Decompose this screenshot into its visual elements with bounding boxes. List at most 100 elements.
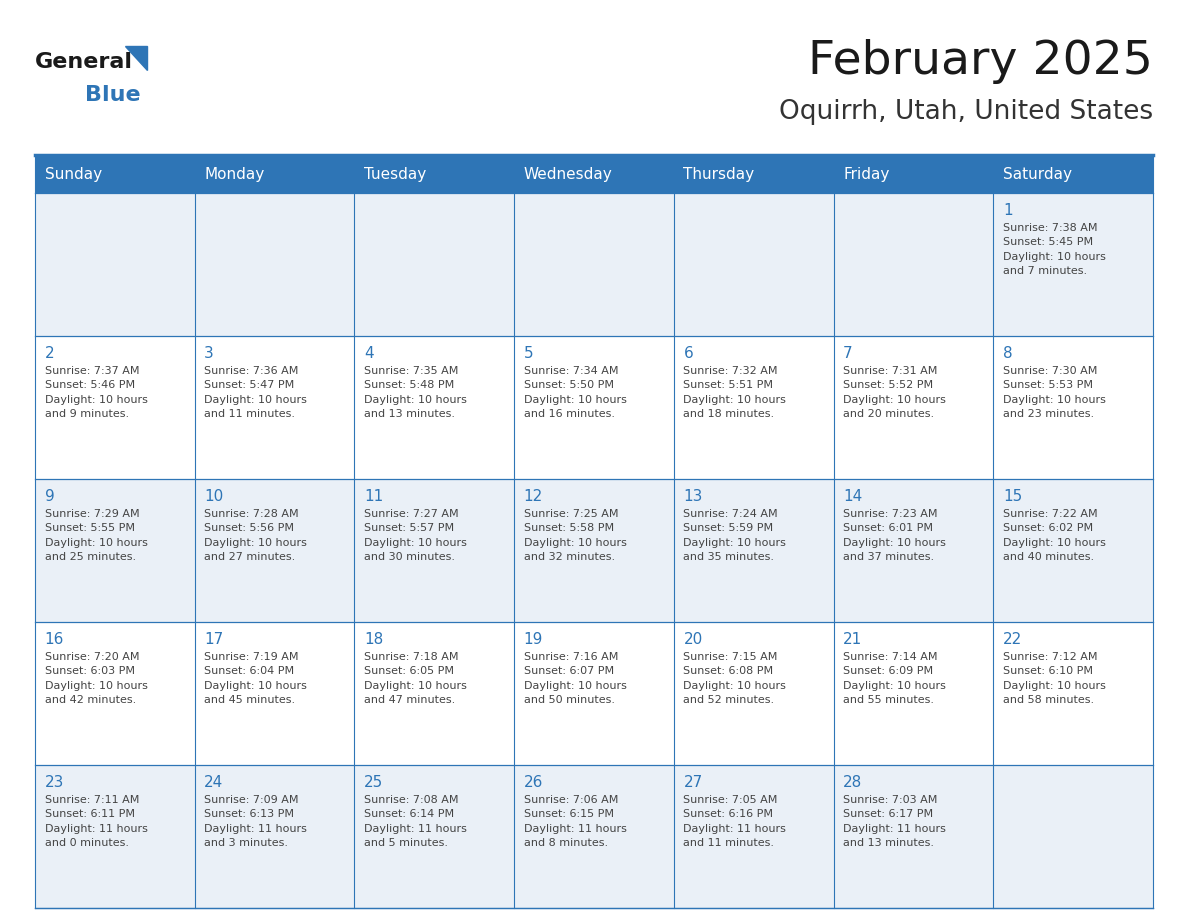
- Bar: [354, 155, 514, 193]
- Text: Sunrise: 7:31 AM
Sunset: 5:52 PM
Daylight: 10 hours
and 20 minutes.: Sunrise: 7:31 AM Sunset: 5:52 PM Dayligh…: [843, 366, 946, 420]
- Text: Sunrise: 7:11 AM
Sunset: 6:11 PM
Daylight: 11 hours
and 0 minutes.: Sunrise: 7:11 AM Sunset: 6:11 PM Dayligh…: [45, 795, 147, 848]
- Bar: [674, 155, 834, 193]
- Text: 10: 10: [204, 489, 223, 504]
- Text: Oquirrh, Utah, United States: Oquirrh, Utah, United States: [779, 99, 1154, 125]
- Text: Sunrise: 7:34 AM
Sunset: 5:50 PM
Daylight: 10 hours
and 16 minutes.: Sunrise: 7:34 AM Sunset: 5:50 PM Dayligh…: [524, 366, 626, 420]
- Text: 1: 1: [1003, 203, 1012, 218]
- Text: Sunrise: 7:14 AM
Sunset: 6:09 PM
Daylight: 10 hours
and 55 minutes.: Sunrise: 7:14 AM Sunset: 6:09 PM Dayligh…: [843, 652, 946, 705]
- Text: 24: 24: [204, 775, 223, 790]
- Text: 8: 8: [1003, 346, 1012, 361]
- Text: Sunrise: 7:22 AM
Sunset: 6:02 PM
Daylight: 10 hours
and 40 minutes.: Sunrise: 7:22 AM Sunset: 6:02 PM Dayligh…: [1003, 509, 1106, 562]
- Text: Sunrise: 7:38 AM
Sunset: 5:45 PM
Daylight: 10 hours
and 7 minutes.: Sunrise: 7:38 AM Sunset: 5:45 PM Dayligh…: [1003, 223, 1106, 276]
- Text: Sunrise: 7:03 AM
Sunset: 6:17 PM
Daylight: 11 hours
and 13 minutes.: Sunrise: 7:03 AM Sunset: 6:17 PM Dayligh…: [843, 795, 946, 848]
- Text: 18: 18: [364, 632, 384, 647]
- Bar: [195, 155, 354, 193]
- Text: Saturday: Saturday: [1003, 166, 1072, 182]
- Text: Sunrise: 7:05 AM
Sunset: 6:16 PM
Daylight: 11 hours
and 11 minutes.: Sunrise: 7:05 AM Sunset: 6:16 PM Dayligh…: [683, 795, 786, 848]
- Text: 17: 17: [204, 632, 223, 647]
- Text: 6: 6: [683, 346, 693, 361]
- Bar: [514, 622, 674, 765]
- Text: Sunrise: 7:36 AM
Sunset: 5:47 PM
Daylight: 10 hours
and 11 minutes.: Sunrise: 7:36 AM Sunset: 5:47 PM Dayligh…: [204, 366, 308, 420]
- Text: 14: 14: [843, 489, 862, 504]
- Bar: [514, 155, 674, 193]
- Bar: [993, 193, 1154, 336]
- Text: 7: 7: [843, 346, 853, 361]
- Bar: [674, 336, 834, 479]
- Bar: [674, 479, 834, 622]
- Text: Wednesday: Wednesday: [524, 166, 613, 182]
- Bar: [514, 336, 674, 479]
- Text: Monday: Monday: [204, 166, 265, 182]
- Text: 11: 11: [364, 489, 384, 504]
- Text: Sunrise: 7:15 AM
Sunset: 6:08 PM
Daylight: 10 hours
and 52 minutes.: Sunrise: 7:15 AM Sunset: 6:08 PM Dayligh…: [683, 652, 786, 705]
- Bar: [195, 193, 354, 336]
- Text: Sunrise: 7:24 AM
Sunset: 5:59 PM
Daylight: 10 hours
and 35 minutes.: Sunrise: 7:24 AM Sunset: 5:59 PM Dayligh…: [683, 509, 786, 562]
- Text: Sunrise: 7:19 AM
Sunset: 6:04 PM
Daylight: 10 hours
and 45 minutes.: Sunrise: 7:19 AM Sunset: 6:04 PM Dayligh…: [204, 652, 308, 705]
- Bar: [834, 622, 993, 765]
- Bar: [834, 479, 993, 622]
- Text: Sunrise: 7:37 AM
Sunset: 5:46 PM
Daylight: 10 hours
and 9 minutes.: Sunrise: 7:37 AM Sunset: 5:46 PM Dayligh…: [45, 366, 147, 420]
- Bar: [195, 479, 354, 622]
- Text: 12: 12: [524, 489, 543, 504]
- Text: 2: 2: [45, 346, 55, 361]
- Bar: [834, 155, 993, 193]
- Bar: [34, 336, 195, 479]
- Text: 26: 26: [524, 775, 543, 790]
- Text: Sunrise: 7:29 AM
Sunset: 5:55 PM
Daylight: 10 hours
and 25 minutes.: Sunrise: 7:29 AM Sunset: 5:55 PM Dayligh…: [45, 509, 147, 562]
- Text: 19: 19: [524, 632, 543, 647]
- Text: 25: 25: [364, 775, 384, 790]
- Bar: [993, 622, 1154, 765]
- Bar: [354, 479, 514, 622]
- Bar: [674, 193, 834, 336]
- Text: 15: 15: [1003, 489, 1022, 504]
- Text: Sunrise: 7:27 AM
Sunset: 5:57 PM
Daylight: 10 hours
and 30 minutes.: Sunrise: 7:27 AM Sunset: 5:57 PM Dayligh…: [364, 509, 467, 562]
- Bar: [514, 765, 674, 908]
- Text: Sunrise: 7:32 AM
Sunset: 5:51 PM
Daylight: 10 hours
and 18 minutes.: Sunrise: 7:32 AM Sunset: 5:51 PM Dayligh…: [683, 366, 786, 420]
- Text: 23: 23: [45, 775, 64, 790]
- Bar: [34, 193, 195, 336]
- Bar: [354, 765, 514, 908]
- Text: Sunrise: 7:23 AM
Sunset: 6:01 PM
Daylight: 10 hours
and 37 minutes.: Sunrise: 7:23 AM Sunset: 6:01 PM Dayligh…: [843, 509, 946, 562]
- Bar: [674, 622, 834, 765]
- Bar: [993, 155, 1154, 193]
- Bar: [195, 336, 354, 479]
- Text: Sunrise: 7:12 AM
Sunset: 6:10 PM
Daylight: 10 hours
and 58 minutes.: Sunrise: 7:12 AM Sunset: 6:10 PM Dayligh…: [1003, 652, 1106, 705]
- Bar: [34, 622, 195, 765]
- Text: Sunrise: 7:16 AM
Sunset: 6:07 PM
Daylight: 10 hours
and 50 minutes.: Sunrise: 7:16 AM Sunset: 6:07 PM Dayligh…: [524, 652, 626, 705]
- Text: 20: 20: [683, 632, 702, 647]
- Text: 22: 22: [1003, 632, 1022, 647]
- Text: 3: 3: [204, 346, 214, 361]
- Text: 4: 4: [364, 346, 374, 361]
- Bar: [34, 765, 195, 908]
- Text: 21: 21: [843, 632, 862, 647]
- Bar: [195, 765, 354, 908]
- Text: 28: 28: [843, 775, 862, 790]
- Text: Sunrise: 7:25 AM
Sunset: 5:58 PM
Daylight: 10 hours
and 32 minutes.: Sunrise: 7:25 AM Sunset: 5:58 PM Dayligh…: [524, 509, 626, 562]
- Text: Sunday: Sunday: [45, 166, 102, 182]
- Text: General: General: [34, 52, 133, 72]
- Text: Sunrise: 7:08 AM
Sunset: 6:14 PM
Daylight: 11 hours
and 5 minutes.: Sunrise: 7:08 AM Sunset: 6:14 PM Dayligh…: [364, 795, 467, 848]
- Bar: [34, 479, 195, 622]
- Text: Sunrise: 7:18 AM
Sunset: 6:05 PM
Daylight: 10 hours
and 47 minutes.: Sunrise: 7:18 AM Sunset: 6:05 PM Dayligh…: [364, 652, 467, 705]
- Bar: [34, 155, 195, 193]
- Bar: [514, 479, 674, 622]
- Text: Sunrise: 7:09 AM
Sunset: 6:13 PM
Daylight: 11 hours
and 3 minutes.: Sunrise: 7:09 AM Sunset: 6:13 PM Dayligh…: [204, 795, 308, 848]
- Bar: [834, 193, 993, 336]
- Text: 27: 27: [683, 775, 702, 790]
- Bar: [834, 765, 993, 908]
- Bar: [834, 336, 993, 479]
- Bar: [993, 765, 1154, 908]
- Polygon shape: [125, 46, 147, 70]
- Text: Thursday: Thursday: [683, 166, 754, 182]
- Text: Friday: Friday: [843, 166, 890, 182]
- Text: Sunrise: 7:30 AM
Sunset: 5:53 PM
Daylight: 10 hours
and 23 minutes.: Sunrise: 7:30 AM Sunset: 5:53 PM Dayligh…: [1003, 366, 1106, 420]
- Text: Sunrise: 7:28 AM
Sunset: 5:56 PM
Daylight: 10 hours
and 27 minutes.: Sunrise: 7:28 AM Sunset: 5:56 PM Dayligh…: [204, 509, 308, 562]
- Bar: [195, 622, 354, 765]
- Bar: [674, 765, 834, 908]
- Bar: [993, 479, 1154, 622]
- Text: 16: 16: [45, 632, 64, 647]
- Text: 9: 9: [45, 489, 55, 504]
- Text: Sunrise: 7:06 AM
Sunset: 6:15 PM
Daylight: 11 hours
and 8 minutes.: Sunrise: 7:06 AM Sunset: 6:15 PM Dayligh…: [524, 795, 626, 848]
- Text: Sunrise: 7:20 AM
Sunset: 6:03 PM
Daylight: 10 hours
and 42 minutes.: Sunrise: 7:20 AM Sunset: 6:03 PM Dayligh…: [45, 652, 147, 705]
- Bar: [993, 336, 1154, 479]
